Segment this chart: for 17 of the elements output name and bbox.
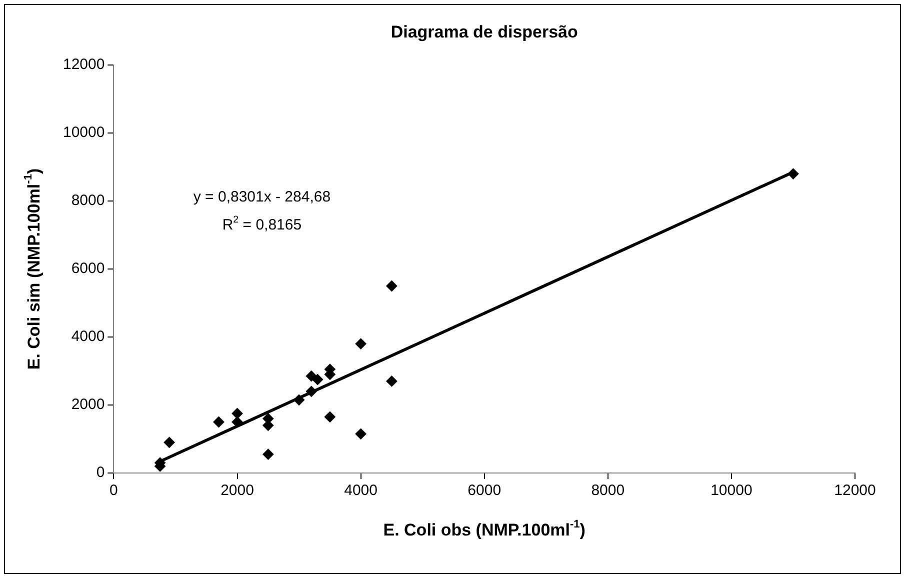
x-tick-label: 12000 <box>834 482 876 500</box>
x-tick-label: 0 <box>110 482 118 500</box>
y-tick-label: 2000 <box>71 396 105 414</box>
y-tick-label: 8000 <box>71 192 105 210</box>
y-tick-label: 4000 <box>71 328 105 346</box>
y-tick-label: 10000 <box>62 124 105 142</box>
annotation: y = 0,8301x - 284,68 <box>193 188 331 206</box>
chart-title: Diagrama de dispersão <box>390 22 578 42</box>
y-axis-title: E. Coli sim (NMP.100ml-1) <box>22 168 44 370</box>
y-tick-label: 0 <box>96 464 105 482</box>
x-tick-label: 2000 <box>220 482 254 500</box>
y-tick-label: 12000 <box>62 56 105 74</box>
y-tick-label: 6000 <box>71 260 105 278</box>
x-tick-label: 10000 <box>710 482 752 500</box>
x-tick-label: 6000 <box>468 482 502 500</box>
x-tick-label: 4000 <box>344 482 378 500</box>
x-tick-label: 8000 <box>591 482 625 500</box>
